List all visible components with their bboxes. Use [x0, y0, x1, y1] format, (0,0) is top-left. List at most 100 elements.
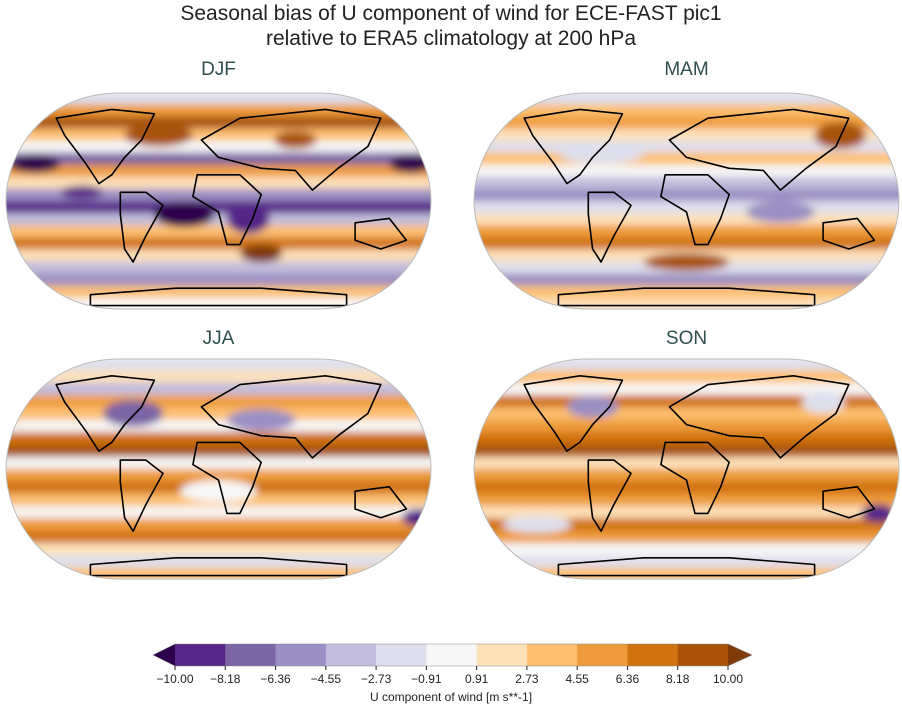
field-band	[6, 237, 431, 251]
field-band	[6, 261, 431, 275]
field-band	[6, 518, 431, 532]
field-anomaly	[154, 201, 215, 228]
field-band	[6, 285, 431, 299]
field-anomaly	[566, 395, 619, 418]
colorbar-segment	[526, 644, 578, 666]
field-anomaly	[389, 155, 431, 173]
coastline	[822, 486, 876, 519]
field-anomaly	[801, 391, 845, 414]
field-band	[474, 456, 899, 470]
field-anomaly	[227, 409, 296, 432]
coastline	[55, 375, 156, 452]
field-band	[474, 285, 899, 299]
field-band	[474, 543, 899, 557]
coastline	[192, 174, 262, 246]
colorbar-extend-low	[153, 644, 175, 666]
map-boundary	[5, 358, 432, 580]
colorbar-segment	[627, 644, 679, 666]
field-band	[474, 567, 899, 579]
field-anomaly	[124, 124, 193, 147]
field-band	[6, 419, 431, 433]
field-band	[6, 140, 431, 154]
coastline	[668, 375, 850, 459]
field-band	[474, 297, 899, 309]
field-anomaly	[643, 253, 730, 271]
field-band	[6, 164, 431, 178]
coastline	[587, 191, 632, 263]
field-band	[6, 456, 431, 470]
coastline	[523, 108, 624, 185]
panel-title-djf: DJF	[201, 59, 236, 80]
field-band	[474, 359, 899, 372]
colorbar-tick-label: −6.36	[260, 672, 291, 686]
coastline	[354, 486, 408, 519]
colorbar-tick-label: 2.73	[515, 672, 539, 686]
field-band	[474, 128, 899, 142]
map-boundary	[473, 358, 900, 580]
field-band	[474, 432, 899, 446]
field-band	[6, 444, 431, 458]
field-band	[474, 176, 899, 190]
field-band	[474, 164, 899, 178]
field-anomaly	[180, 480, 257, 503]
colorbar-segment	[175, 644, 226, 666]
coastline	[660, 441, 730, 515]
field-band	[474, 419, 899, 433]
field-anomaly	[60, 185, 104, 199]
panel-title-jja: JJA	[202, 328, 235, 349]
field-band	[6, 225, 431, 239]
colorbar-tick-label: −10.00	[156, 672, 194, 686]
field-band	[474, 506, 899, 520]
field-band	[6, 469, 431, 483]
field-band	[6, 273, 431, 287]
field-anomaly	[746, 201, 815, 223]
field-band	[474, 555, 899, 569]
field-band	[6, 567, 431, 579]
colorbar-segment	[376, 644, 427, 666]
figure-title-line1: Seasonal bias of U component of wind for…	[180, 2, 722, 25]
map-boundary	[5, 92, 432, 310]
field-band	[474, 370, 899, 384]
coastline	[55, 108, 156, 185]
colorbar-segment	[476, 644, 528, 666]
colorbar-tick-label: −8.18	[210, 672, 241, 686]
field-band	[474, 104, 899, 118]
field-band	[6, 213, 431, 227]
colorbar-tick-label: 10.00	[712, 672, 744, 686]
coastline	[822, 217, 876, 250]
field-band	[474, 530, 899, 544]
coastline	[523, 375, 624, 452]
field-anomaly	[227, 203, 270, 234]
field-band	[6, 104, 431, 118]
colorbar-tick-label: −2.73	[360, 672, 392, 686]
field-band	[474, 116, 899, 130]
field-band	[474, 444, 899, 458]
field-band	[474, 225, 899, 239]
field-band	[6, 432, 431, 446]
field-band	[6, 506, 431, 520]
field-band	[474, 152, 899, 166]
coastline	[119, 191, 164, 263]
colorbar-label: U component of wind [m s**-1]	[369, 690, 533, 704]
panel-title-mam: MAM	[664, 59, 709, 80]
field-anomaly	[502, 515, 572, 534]
colorbar-tick-label: 4.55	[565, 672, 589, 686]
field-band	[474, 481, 899, 495]
coastline	[354, 217, 408, 250]
field-band	[474, 273, 899, 287]
coastline	[660, 174, 730, 246]
coastline	[200, 108, 382, 191]
colorbar	[152, 643, 753, 670]
coastline	[668, 108, 850, 191]
colorbar-tick-label: 6.36	[615, 672, 640, 686]
colorbar-segment	[325, 644, 377, 666]
field-band	[6, 188, 431, 202]
colorbar-segment	[426, 644, 478, 666]
colorbar-tick-label: 0.91	[464, 672, 489, 686]
field-band	[474, 518, 899, 532]
field-band	[6, 359, 431, 372]
colorbar-tick-label: −4.55	[310, 672, 341, 686]
map-son	[473, 358, 900, 580]
field-anomaly	[861, 504, 896, 523]
map-jja	[5, 358, 432, 580]
